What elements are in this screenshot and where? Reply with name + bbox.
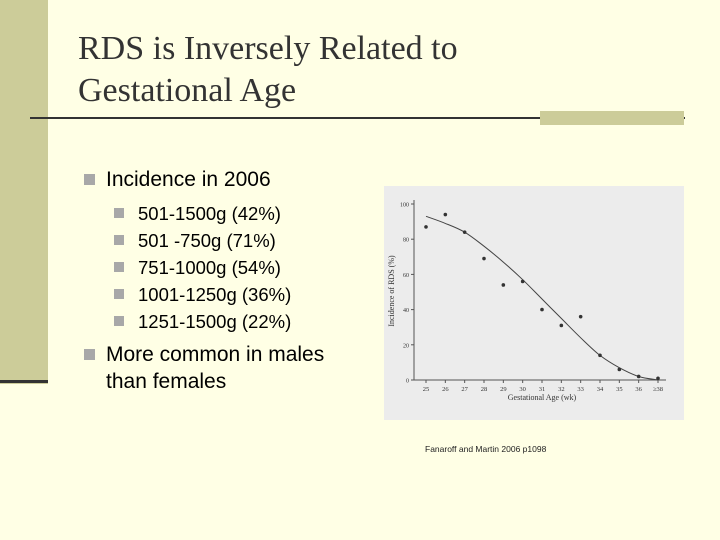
sub-bullet: 751-1000g (54%) (84, 254, 324, 281)
bullet-square-icon (84, 349, 95, 360)
x-tick-label: 26 (442, 386, 449, 393)
bullet-sex-difference: More common in males (84, 341, 324, 368)
bullet-sex-difference-line1: More common in males (106, 343, 325, 366)
y-axis-label: Incidence of RDS (%) (387, 255, 396, 327)
data-point (617, 367, 622, 372)
x-tick-label: 29 (500, 386, 507, 393)
y-tick-label: 100 (400, 203, 409, 209)
sub-bullet-text: 1251-1500g (22%) (138, 311, 292, 332)
data-point (424, 225, 428, 229)
data-point (540, 307, 544, 312)
bullet-list: Incidence in 2006 501-1500g (42%) 501 -7… (84, 166, 324, 395)
title-line-2: Gestational Age (78, 72, 297, 109)
slide-title: RDS is Inversely Related to Gestational … (78, 28, 678, 112)
data-point (578, 314, 583, 319)
bullet-square-icon (84, 174, 95, 185)
chart-axes (413, 200, 666, 381)
y-tick-label: 20 (403, 343, 409, 349)
x-tick-label: 28 (481, 386, 488, 393)
rds-chart: 0 20 40 60 80 100 25 26 27 28 29 30 31 32 33 34 35 36 ≥38… (384, 186, 684, 420)
x-tick-label: 31 (539, 386, 546, 393)
bullet-square-icon (114, 235, 124, 245)
x-tick-label: 32 (558, 386, 565, 393)
bullet-square-icon (114, 316, 124, 326)
left-accent-line (0, 380, 48, 383)
x-tick-label: 36 (635, 386, 642, 393)
y-ticks: 0 20 40 60 80 100 (400, 203, 414, 385)
chart-svg: 0 20 40 60 80 100 25 26 27 28 29 30 31 32 33 34 35 36 ≥38… (387, 200, 666, 402)
x-tick-label: 25 (423, 386, 430, 393)
data-point (656, 376, 660, 381)
y-tick-label: 40 (403, 308, 409, 314)
data-point (520, 279, 525, 284)
data-point (482, 256, 486, 261)
x-tick-label: 35 (616, 386, 623, 393)
sub-bullet: 501 -750g (71%) (84, 227, 324, 254)
x-tick-label: 34 (597, 386, 604, 393)
y-tick-label: 80 (403, 238, 409, 244)
x-tick-label: 27 (461, 386, 468, 393)
x-axis-label: Gestational Age (wk) (508, 393, 577, 402)
data-point (443, 212, 448, 217)
trend-curve (425, 215, 659, 381)
sub-bullet-text: 501 -750g (71%) (138, 230, 276, 251)
data-point (636, 374, 641, 379)
bullet-square-icon (114, 208, 124, 218)
data-point (598, 353, 602, 358)
title-divider (30, 117, 685, 119)
sub-bullet: 1251-1500g (22%) (84, 308, 324, 335)
data-point (462, 230, 467, 234)
data-point (501, 283, 506, 287)
divider-accent-block (540, 111, 684, 125)
x-tick-label: ≥38 (653, 386, 663, 393)
bullet-sex-difference-line2: than females (106, 370, 227, 393)
bullet-square-icon (114, 289, 124, 299)
data-points (424, 212, 660, 381)
left-accent-bar (0, 0, 48, 384)
bullet-incidence-text: Incidence in 2006 (106, 168, 271, 191)
y-tick-label: 60 (403, 273, 409, 279)
y-tick-label: 0 (406, 379, 409, 385)
x-tick-label: 30 (519, 386, 526, 393)
citation: Fanaroff and Martin 2006 p1098 (425, 444, 547, 454)
sub-bullet: 501-1500g (42%) (84, 200, 324, 227)
sub-bullet-text: 501-1500g (42%) (138, 203, 281, 224)
sub-bullet-text: 1001-1250g (36%) (138, 284, 292, 305)
x-ticks: 25 26 27 28 29 30 31 32 33 34 35 36 ≥38 (423, 380, 663, 393)
sub-bullet-list: 501-1500g (42%) 501 -750g (71%) 751-1000… (84, 200, 324, 335)
bullet-incidence: Incidence in 2006 (84, 166, 324, 193)
title-line-1: RDS is Inversely Related to (78, 30, 458, 67)
sub-bullet: 1001-1250g (36%) (84, 281, 324, 308)
x-tick-label: 33 (577, 386, 584, 393)
sub-bullet-text: 751-1000g (54%) (138, 257, 281, 278)
bullet-square-icon (114, 262, 124, 272)
data-point (559, 323, 564, 328)
